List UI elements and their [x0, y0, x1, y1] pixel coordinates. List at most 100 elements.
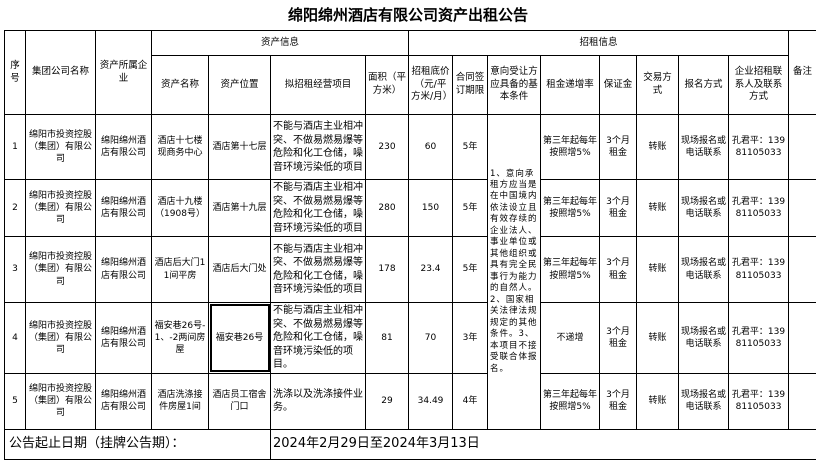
- cell-deposit: 3个月租金: [600, 237, 637, 303]
- cell-term: 3年: [453, 303, 488, 374]
- header-seq: 序号: [5, 31, 26, 115]
- header-conditions: 意向受让方应具备的基本条件: [488, 56, 541, 115]
- cell-increase: 第三年起每年按照增5%: [541, 373, 600, 429]
- cell-remark: [789, 303, 816, 374]
- cell-owner: 绵阳绵州酒店有限公司: [96, 180, 152, 237]
- cell-group: 绵阳市投资控股（集团）有限公司: [26, 303, 96, 374]
- cell-location: 酒店第十七层: [209, 115, 271, 180]
- cell-contact: 孔君平：13981105033: [729, 237, 789, 303]
- cell-asset-name: 酒店洗涤接件房屋1间: [152, 373, 209, 429]
- cell-seq: 3: [5, 237, 26, 303]
- cell-area: 280: [366, 180, 409, 237]
- cell-trade: 转账: [637, 180, 679, 237]
- cell-trade: 转账: [637, 115, 679, 180]
- cell-signup: 现场报名或电话联系: [679, 115, 729, 180]
- header-deposit: 保证金: [600, 56, 637, 115]
- header-project: 拟招租经营项目: [271, 56, 366, 115]
- cell-project: 不能与酒店主业相冲突、不做易燃易爆等危险和化工仓储，噪音环境污染低的项目: [271, 115, 366, 180]
- cell-term: 5年: [453, 180, 488, 237]
- header-signup: 报名方式: [679, 56, 729, 115]
- footer-label: 公告起止日期（挂牌公告期）：: [5, 429, 271, 459]
- cell-group: 绵阳市投资控股（集团）有限公司: [26, 115, 96, 180]
- cell-signup: 现场报名或电话联系: [679, 237, 729, 303]
- cell-remark: [789, 180, 816, 237]
- cell-location: 酒店员工宿舍门口: [209, 373, 271, 429]
- cell-group: 绵阳市投资控股（集团）有限公司: [26, 237, 96, 303]
- header-increase: 租金递增率: [541, 56, 600, 115]
- cell-project: 不能与酒店主业相冲突、不做易燃易爆等危险和化工仓储，噪音环境污染低的项目: [271, 237, 366, 303]
- cell-area: 178: [366, 237, 409, 303]
- cell-seq: 1: [5, 115, 26, 180]
- cell-increase: 第三年起每年按照增5%: [541, 180, 600, 237]
- cell-area: 81: [366, 303, 409, 374]
- cell-trade: 转账: [637, 373, 679, 429]
- header-location: 资产位置: [209, 56, 271, 115]
- cell-deposit: 3个月租金: [600, 115, 637, 180]
- cell-location: 福安巷26号: [209, 303, 271, 374]
- cell-trade: 转账: [637, 237, 679, 303]
- cell-asset-name: 酒店十九楼（1908号）: [152, 180, 209, 237]
- page-title: 绵阳绵州酒店有限公司资产出租公告: [0, 0, 816, 30]
- header-area: 面积（平方米）: [366, 56, 409, 115]
- cell-location: 酒店第十九层: [209, 180, 271, 237]
- header-price: 招租底价（元/平方米/月）: [409, 56, 453, 115]
- cell-deposit: 3个月租金: [600, 180, 637, 237]
- cell-term: 5年: [453, 237, 488, 303]
- cell-conditions: 1、意向承租方应当是在中国境内依法设立且有效存续的企业法人、事业单位或其他组织或…: [488, 115, 541, 430]
- cell-asset-name: 酒店十七楼现商务中心: [152, 115, 209, 180]
- cell-price: 34.49: [409, 373, 453, 429]
- cell-owner: 绵阳绵州酒店有限公司: [96, 373, 152, 429]
- cell-signup: 现场报名或电话联系: [679, 373, 729, 429]
- cell-increase: 第三年起每年按照增5%: [541, 115, 600, 180]
- cell-signup: 现场报名或电话联系: [679, 180, 729, 237]
- asset-lease-table: 序号 集团公司名称 资产所属企业 资产信息 招租信息 备注 资产名称 资产位置 …: [4, 30, 816, 460]
- header-asset-info: 资产信息: [152, 31, 409, 56]
- cell-remark: [789, 237, 816, 303]
- cell-owner: 绵阳绵州酒店有限公司: [96, 303, 152, 374]
- cell-project: 不能与酒店主业相冲突、不做易燃易爆等危险和化工仓储，噪音环境污染低的项目: [271, 180, 366, 237]
- cell-group: 绵阳市投资控股（集团）有限公司: [26, 373, 96, 429]
- cell-asset-name: 福安巷26号-1、-2两间房屋: [152, 303, 209, 374]
- header-remark: 备注: [789, 31, 816, 115]
- cell-area: 230: [366, 115, 409, 180]
- cell-deposit: 3个月租金: [600, 303, 637, 374]
- cell-project: 洗涤以及洗涤接件业务。: [271, 373, 366, 429]
- cell-remark: [789, 373, 816, 429]
- header-asset-name: 资产名称: [152, 56, 209, 115]
- cell-area: 29: [366, 373, 409, 429]
- cell-seq: 4: [5, 303, 26, 374]
- cell-asset-name: 酒店后大门11间平房: [152, 237, 209, 303]
- cell-group: 绵阳市投资控股（集团）有限公司: [26, 180, 96, 237]
- cell-contact: 孔君平：13981105033: [729, 115, 789, 180]
- cell-remark: [789, 115, 816, 180]
- cell-term: 4年: [453, 373, 488, 429]
- header-group: 集团公司名称: [26, 31, 96, 115]
- cell-price: 60: [409, 115, 453, 180]
- cell-contact: 孔君平：13981105033: [729, 180, 789, 237]
- cell-price: 70: [409, 303, 453, 374]
- cell-contact: 孔君平：13981105033: [729, 373, 789, 429]
- cell-increase: 第三年起每年按照增5%: [541, 237, 600, 303]
- header-owner: 资产所属企业: [96, 31, 152, 115]
- cell-price: 150: [409, 180, 453, 237]
- header-contact: 企业招租联系人及联系方式: [729, 56, 789, 115]
- cell-deposit: 3个月租金: [600, 373, 637, 429]
- cell-seq: 5: [5, 373, 26, 429]
- cell-price: 23.4: [409, 237, 453, 303]
- cell-increase: 不递增: [541, 303, 600, 374]
- cell-trade: 转账: [637, 303, 679, 374]
- cell-signup: 现场报名或电话联系: [679, 303, 729, 374]
- cell-location: 酒店后大门处: [209, 237, 271, 303]
- cell-owner: 绵阳绵州酒店有限公司: [96, 237, 152, 303]
- header-trade: 交易方式: [637, 56, 679, 115]
- cell-contact: 孔君平：13981105033: [729, 303, 789, 374]
- footer-date-range: 2024年2月29日至2024年3月13日: [271, 429, 816, 459]
- cell-owner: 绵阳绵州酒店有限公司: [96, 115, 152, 180]
- header-term: 合同签订期限: [453, 56, 488, 115]
- cell-project: 不能与酒店主业相冲突、不做易燃易爆等危险和化工仓储，噪音环境污染低的项目。: [271, 303, 366, 374]
